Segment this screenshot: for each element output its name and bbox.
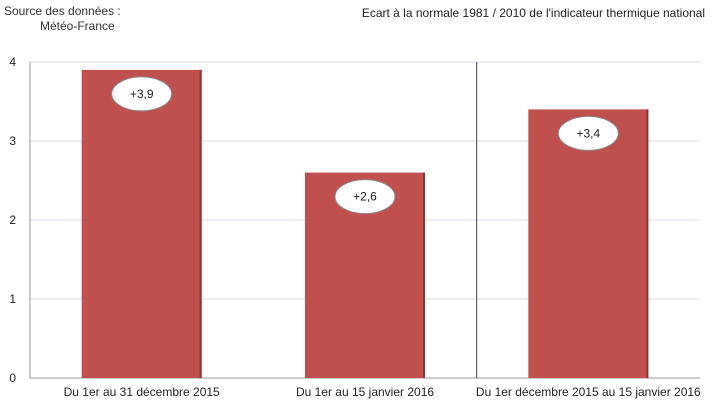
x-tick-label: Du 1er décembre 2015 au 15 janvier 2016 (476, 385, 701, 399)
bar-shade (646, 109, 649, 379)
chart-title: Ecart à la normale 1981 / 2010 de l'indi… (361, 6, 705, 20)
data-label: +3,9 (130, 87, 154, 101)
data-label-bubble (334, 179, 396, 215)
source-line-1: Source des données : (4, 4, 121, 18)
data-label-bubble (111, 76, 173, 112)
bar-shade (199, 69, 202, 379)
data-label: +2,6 (353, 190, 377, 204)
source-note: Source des données : Météo-France (4, 4, 121, 34)
x-tick-label: Du 1er au 31 décembre 2015 (64, 385, 220, 399)
y-tick-label: 4 (9, 55, 16, 69)
data-label: +3,4 (576, 126, 600, 140)
y-tick-label: 1 (9, 292, 16, 306)
bar (528, 109, 649, 379)
data-label-bubble (557, 115, 619, 151)
x-tick-label: Du 1er au 15 janvier 2016 (296, 385, 434, 399)
y-tick-label: 3 (9, 134, 16, 148)
y-tick-label: 0 (9, 371, 16, 385)
y-tick-label: 2 (9, 213, 16, 227)
source-line-2: Météo-France (40, 19, 115, 33)
bar (81, 69, 202, 379)
bar-shade (423, 172, 425, 378)
